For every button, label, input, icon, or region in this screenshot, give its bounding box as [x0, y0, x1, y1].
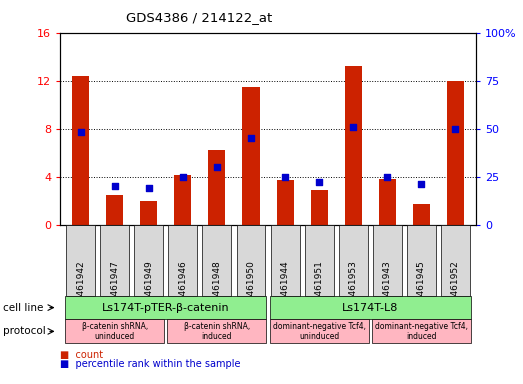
Bar [140, 201, 157, 225]
Bar [277, 180, 293, 225]
Bar [345, 66, 362, 225]
Point [349, 124, 357, 130]
Point [383, 174, 392, 180]
Bar [236, 225, 266, 296]
Bar [174, 175, 191, 225]
Text: GSM461952: GSM461952 [451, 260, 460, 315]
Text: protocol: protocol [3, 326, 46, 336]
Text: dominant-negative Tcf4,
uninduced: dominant-negative Tcf4, uninduced [272, 322, 366, 341]
Bar [270, 225, 300, 296]
Text: GSM461942: GSM461942 [76, 260, 85, 315]
Point [144, 185, 153, 191]
Text: ■  percentile rank within the sample: ■ percentile rank within the sample [60, 359, 241, 369]
Text: ■  count: ■ count [60, 350, 103, 360]
Bar [339, 225, 368, 296]
Bar [407, 225, 436, 296]
Point [247, 135, 255, 141]
Text: Ls174T-pTER-β-catenin: Ls174T-pTER-β-catenin [102, 303, 230, 313]
Bar [447, 81, 464, 225]
Point [179, 174, 187, 180]
Text: dominant-negative Tcf4,
induced: dominant-negative Tcf4, induced [375, 322, 468, 341]
Bar [379, 179, 396, 225]
Bar [66, 225, 95, 296]
Bar [100, 225, 129, 296]
Bar [208, 150, 225, 225]
Text: GSM461946: GSM461946 [178, 260, 187, 315]
Bar [202, 225, 231, 296]
Text: GSM461945: GSM461945 [417, 260, 426, 315]
Point [315, 179, 323, 185]
Bar [243, 87, 259, 225]
Text: cell line: cell line [3, 303, 43, 313]
Bar [168, 225, 197, 296]
Text: GDS4386 / 214122_at: GDS4386 / 214122_at [126, 12, 272, 25]
Bar [72, 76, 89, 225]
Bar [305, 225, 334, 296]
Bar [311, 190, 328, 225]
Text: GSM461950: GSM461950 [246, 260, 256, 315]
Point [451, 126, 460, 132]
Point [281, 174, 289, 180]
Point [417, 181, 426, 187]
Text: β-catenin shRNA,
uninduced: β-catenin shRNA, uninduced [82, 322, 148, 341]
Bar [373, 225, 402, 296]
Text: GSM461953: GSM461953 [349, 260, 358, 315]
Text: GSM461948: GSM461948 [212, 260, 221, 315]
Text: Ls174T-L8: Ls174T-L8 [342, 303, 399, 313]
Point [213, 164, 221, 170]
Point [76, 129, 85, 136]
Text: GSM461947: GSM461947 [110, 260, 119, 315]
Text: GSM461943: GSM461943 [383, 260, 392, 315]
Text: GSM461944: GSM461944 [280, 260, 290, 315]
Text: GSM461951: GSM461951 [315, 260, 324, 315]
Text: GSM461949: GSM461949 [144, 260, 153, 315]
Bar [134, 225, 163, 296]
Point [110, 183, 119, 189]
Text: β-catenin shRNA,
induced: β-catenin shRNA, induced [184, 322, 250, 341]
Bar [441, 225, 470, 296]
Bar [106, 195, 123, 225]
Bar [413, 204, 430, 225]
